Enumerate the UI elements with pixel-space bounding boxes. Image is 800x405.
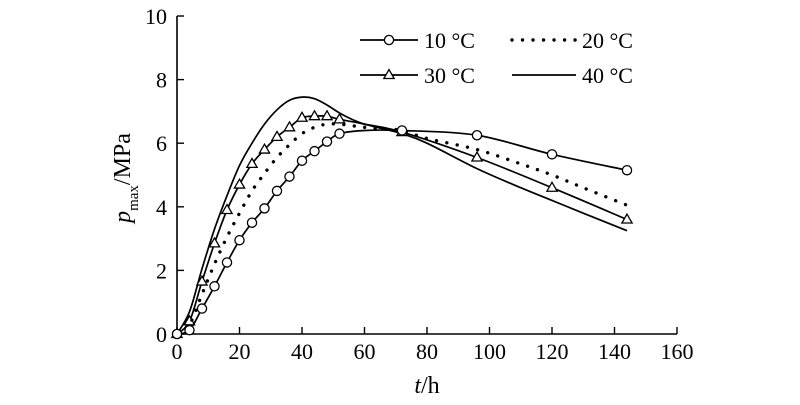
data-point-30c xyxy=(283,120,296,132)
x-axis-title-unit: /h xyxy=(421,373,440,399)
x-axis-title: t/h xyxy=(414,373,439,399)
series-line-40c xyxy=(176,96,628,335)
data-point-10c xyxy=(234,234,245,246)
x-tick-label: 80 xyxy=(416,339,438,364)
data-point-30c xyxy=(195,274,209,286)
data-point-10c xyxy=(309,145,320,157)
legend-label-20c: 20 °C xyxy=(582,28,633,53)
x-tick-label: 100 xyxy=(473,339,506,364)
x-tick-label: 60 xyxy=(354,339,376,364)
data-point-10c xyxy=(271,185,283,197)
legend-label-10c: 10 °C xyxy=(424,28,475,53)
data-point-30c xyxy=(320,109,334,121)
data-point-10c xyxy=(284,171,295,182)
data-point-10c xyxy=(246,217,258,228)
x-axis-title-var: t xyxy=(414,373,422,399)
legend-marker-30c xyxy=(382,68,396,80)
y-tick-label: 10 xyxy=(145,4,167,29)
data-point-10c xyxy=(396,125,408,136)
x-tick-label: 0 xyxy=(172,339,183,364)
y-tick-label: 0 xyxy=(156,322,167,347)
y-axis-title: pmax/MPa xyxy=(110,133,142,225)
y-axis-title-subscript: max xyxy=(126,185,142,211)
data-point-30c xyxy=(270,130,284,142)
data-point-30c xyxy=(620,212,634,224)
series-10c xyxy=(171,125,633,340)
legend: 10 °C 20 °C 30 °C 40 °C xyxy=(360,28,633,88)
y-tick-label: 6 xyxy=(156,131,167,156)
x-tick-label: 140 xyxy=(598,339,631,364)
legend-item-20c: 20 °C xyxy=(510,28,633,53)
x-tick-label: 120 xyxy=(536,339,569,364)
legend-item-30c: 30 °C xyxy=(360,63,475,88)
x-tick-label: 20 xyxy=(229,339,251,364)
data-point-30c xyxy=(308,109,321,121)
data-point-30c xyxy=(208,236,221,248)
data-point-10c xyxy=(221,257,233,268)
legend-marker-10c xyxy=(383,34,395,46)
data-point-30c xyxy=(245,157,259,169)
x-tick-label: 160 xyxy=(661,339,694,364)
data-point-30c xyxy=(258,142,271,154)
data-point-10c xyxy=(296,155,308,166)
series-30c xyxy=(170,109,634,339)
data-point-10c xyxy=(259,203,270,214)
y-tick-label: 2 xyxy=(156,258,167,283)
legend-label-40c: 40 °C xyxy=(582,63,633,88)
legend-item-40c: 40 °C xyxy=(512,63,633,88)
legend-label-30c: 30 °C xyxy=(424,63,475,88)
data-point-10c xyxy=(334,128,345,139)
data-point-30c xyxy=(333,112,346,124)
y-tick-label: 8 xyxy=(156,68,167,93)
data-point-30c xyxy=(470,150,484,162)
data-point-30c xyxy=(233,177,246,189)
y-axis-title-unit: /MPa xyxy=(110,133,136,185)
series-layer xyxy=(170,96,634,340)
data-point-10c xyxy=(621,164,633,176)
data-point-30c xyxy=(220,203,234,215)
series-40c xyxy=(176,96,628,335)
y-tick-label: 4 xyxy=(156,195,167,220)
data-point-10c xyxy=(196,303,208,314)
series-line-30c xyxy=(176,115,628,335)
series-line-10c xyxy=(176,129,628,335)
data-point-10c xyxy=(471,129,483,141)
data-point-30c xyxy=(545,181,559,192)
data-point-30c xyxy=(295,111,309,122)
data-point-10c xyxy=(546,149,558,160)
x-tick-label: 40 xyxy=(291,339,313,364)
data-point-10c xyxy=(209,281,220,292)
legend-item-10c: 10 °C xyxy=(360,28,475,53)
data-point-10c xyxy=(321,136,333,147)
data-point-10c xyxy=(171,328,183,340)
y-axis-title-var: p xyxy=(110,211,136,225)
data-point-10c xyxy=(184,324,195,336)
axes: 0 20 40 60 80 100 120 140 160 0 2 4 6 8 10 xyxy=(145,4,694,364)
